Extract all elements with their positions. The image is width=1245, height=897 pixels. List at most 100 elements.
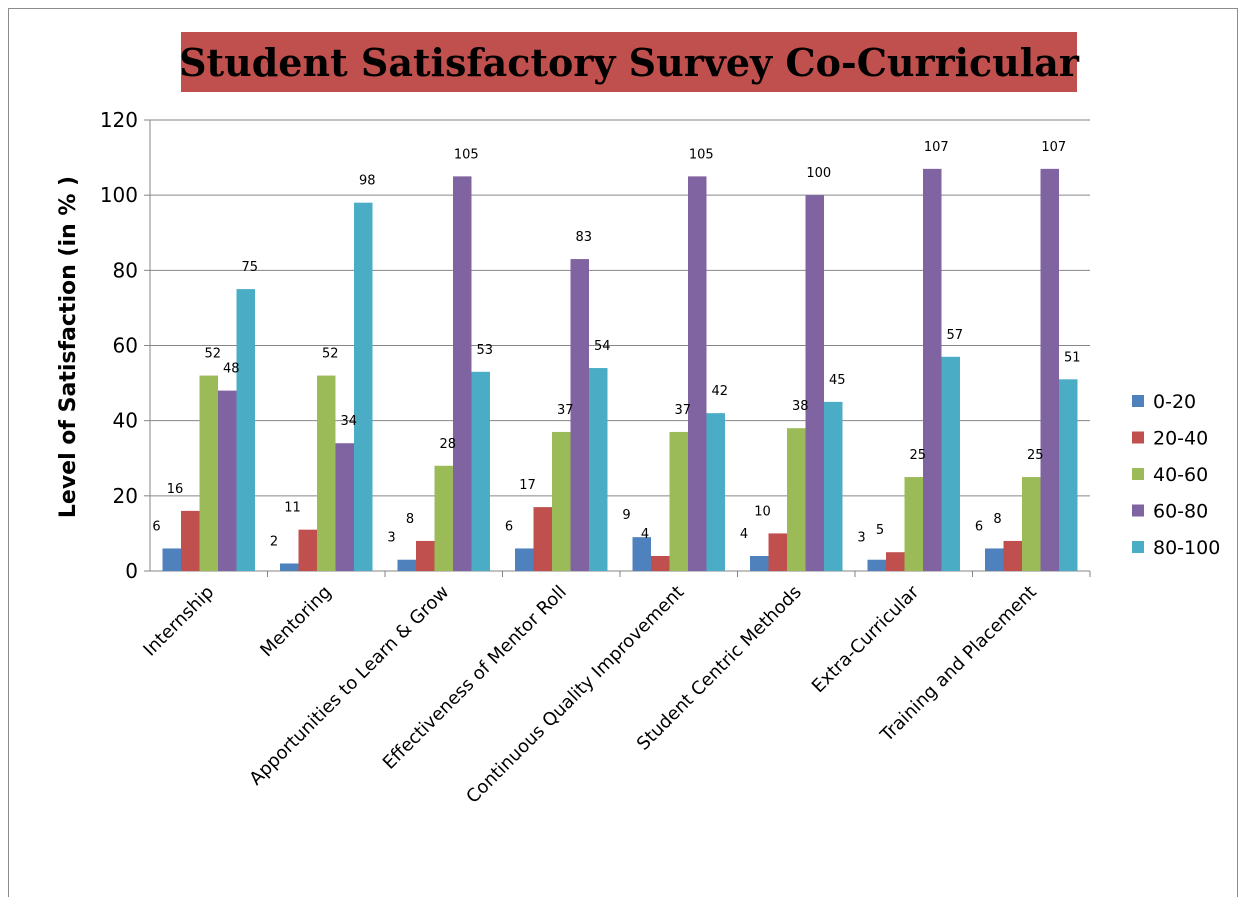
chart-title-banner: Student Satisfactory Survey Co-Curricula… xyxy=(179,32,1079,92)
x-category-label: Extra-Curricular xyxy=(808,581,924,697)
bar xyxy=(768,533,787,571)
y-tick-label: 40 xyxy=(113,409,138,433)
bar xyxy=(236,289,255,571)
bar xyxy=(434,465,453,571)
bar xyxy=(805,195,824,571)
data-label: 4 xyxy=(641,527,649,542)
bar xyxy=(1040,168,1059,571)
x-category-label: Apportunities to Learn & Grow xyxy=(245,582,453,790)
bars xyxy=(162,168,1078,571)
data-label: 16 xyxy=(167,482,184,497)
bar xyxy=(162,548,181,571)
data-label: 37 xyxy=(557,403,574,418)
data-label: 52 xyxy=(322,347,339,362)
bar xyxy=(589,368,608,571)
x-category-label: Internship xyxy=(139,582,218,661)
x-category-label: Effectiveness of Mentor Roll xyxy=(379,582,571,774)
legend-swatch xyxy=(1132,468,1144,480)
data-labels: 6165248752115234983828105536173783549437… xyxy=(152,140,1080,550)
legend-swatch xyxy=(1132,395,1144,407)
bar xyxy=(985,548,1004,571)
bar xyxy=(706,413,725,571)
bar xyxy=(218,390,237,571)
bar xyxy=(1003,540,1022,571)
data-label: 25 xyxy=(1027,448,1044,463)
legend: 0-20 20-40 40-60 60-80 80-100 xyxy=(1132,391,1220,559)
data-label: 42 xyxy=(711,384,728,399)
bar xyxy=(632,537,651,571)
data-label: 6 xyxy=(975,519,983,534)
legend-swatch xyxy=(1132,541,1144,553)
bar xyxy=(570,259,589,571)
bar xyxy=(867,559,886,571)
data-label: 37 xyxy=(674,403,691,418)
bar xyxy=(750,555,769,571)
y-tick-label: 120 xyxy=(100,108,138,132)
y-tick-label: 100 xyxy=(100,183,138,207)
data-label: 38 xyxy=(792,399,809,414)
x-category-label: Continuous Quality Improvement xyxy=(462,582,688,808)
chart-frame xyxy=(8,8,1238,897)
data-label: 98 xyxy=(359,174,376,189)
legend-label: 20-40 xyxy=(1153,428,1208,450)
data-label: 105 xyxy=(454,147,479,162)
bar xyxy=(886,552,905,571)
bar xyxy=(688,176,707,571)
bar xyxy=(923,168,942,571)
data-label: 25 xyxy=(909,448,926,463)
data-label: 9 xyxy=(622,508,630,523)
bar xyxy=(787,428,806,571)
data-label: 3 xyxy=(857,531,865,546)
legend-swatch xyxy=(1132,504,1144,517)
legend-label: 60-80 xyxy=(1153,501,1208,523)
bar xyxy=(1022,477,1041,571)
bar xyxy=(824,401,843,571)
data-label: 57 xyxy=(946,328,963,343)
data-label: 100 xyxy=(806,166,831,181)
bar xyxy=(397,559,416,571)
bar xyxy=(416,540,435,571)
bar xyxy=(280,563,299,571)
bar xyxy=(199,375,218,571)
data-label: 48 xyxy=(223,362,240,377)
data-label: 83 xyxy=(575,230,592,245)
data-label: 4 xyxy=(740,527,748,542)
y-tick-label: 60 xyxy=(113,334,138,358)
data-label: 8 xyxy=(406,512,414,527)
bar xyxy=(354,202,373,571)
data-label: 107 xyxy=(924,140,949,155)
bar xyxy=(453,176,472,571)
data-label: 75 xyxy=(241,260,258,275)
data-label: 5 xyxy=(876,523,884,538)
bar xyxy=(335,443,354,571)
chart-title: Student Satisfactory Survey Co-Curricula… xyxy=(179,39,1079,85)
y-tick-label: 20 xyxy=(113,484,138,508)
data-label: 34 xyxy=(340,414,357,429)
data-label: 2 xyxy=(270,534,278,549)
data-label: 11 xyxy=(284,501,301,516)
bar xyxy=(669,431,688,571)
bar xyxy=(515,548,534,571)
bar xyxy=(317,375,336,571)
bar xyxy=(181,510,200,571)
data-label: 17 xyxy=(519,478,536,493)
data-label: 6 xyxy=(152,519,160,534)
bar xyxy=(471,371,490,571)
data-label: 51 xyxy=(1064,350,1081,365)
bar xyxy=(552,431,571,571)
x-category-label: Mentoring xyxy=(256,582,335,661)
y-tick-label: 0 xyxy=(125,559,138,583)
y-axis-label: Level of Satisfaction (in % ) xyxy=(56,176,81,518)
data-label: 45 xyxy=(829,373,846,388)
bar xyxy=(1059,379,1078,571)
data-label: 53 xyxy=(476,343,493,358)
y-tick-label: 80 xyxy=(113,258,138,282)
data-label: 105 xyxy=(689,147,714,162)
data-label: 54 xyxy=(594,339,611,354)
data-label: 6 xyxy=(505,519,513,534)
bar xyxy=(298,529,317,571)
legend-label: 80-100 xyxy=(1153,537,1220,559)
data-label: 28 xyxy=(439,437,456,452)
data-label: 107 xyxy=(1041,140,1066,155)
legend-label: 0-20 xyxy=(1153,391,1196,413)
